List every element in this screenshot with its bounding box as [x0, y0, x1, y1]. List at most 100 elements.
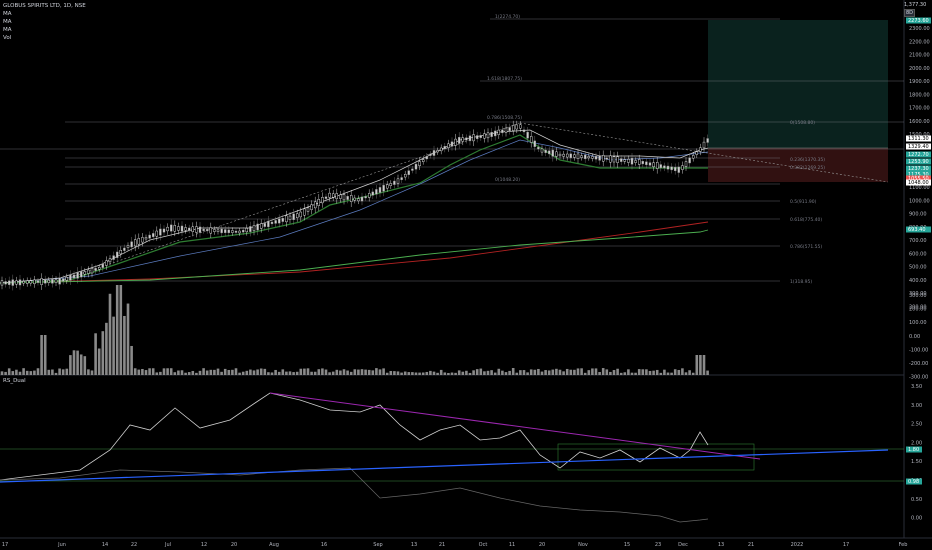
- symbol-title[interactable]: GLOBUS SPIRITS LTD, 1D, NSE: [3, 3, 86, 9]
- volume-bar: [400, 372, 403, 375]
- candle-body: [368, 193, 371, 198]
- candle-body: [270, 221, 274, 225]
- volume-bar: [468, 372, 472, 375]
- volume-bar: [15, 369, 18, 375]
- volume-bar: [213, 369, 216, 375]
- price-badge: 2273.60: [908, 18, 929, 24]
- price-tick: 1100.00: [909, 185, 930, 191]
- volume-bar: [277, 371, 281, 375]
- candle-body: [324, 196, 328, 199]
- candle-body: [303, 208, 306, 216]
- candle-body: [241, 229, 245, 233]
- candle-body: [97, 267, 101, 270]
- indicator-vol[interactable]: Vol: [3, 35, 12, 41]
- candle-body: [476, 135, 479, 139]
- volume-bar: [238, 372, 241, 375]
- volume-bar: [652, 370, 655, 375]
- volume-bar: [418, 372, 421, 375]
- volume-bar: [367, 369, 371, 375]
- candle-body: [573, 154, 576, 158]
- volume-bar: [40, 335, 43, 375]
- volume-bar: [349, 371, 353, 375]
- volume-bar: [407, 372, 411, 375]
- x-tick: Jul: [164, 542, 171, 548]
- volume-bar: [443, 372, 447, 375]
- volume-bar: [655, 369, 659, 375]
- candle-body: [281, 217, 284, 222]
- candle-body: [202, 228, 205, 231]
- candle-body: [677, 166, 680, 173]
- candle-body: [533, 140, 536, 147]
- candle-body: [130, 241, 133, 248]
- candle-body: [656, 162, 659, 169]
- candle-body: [548, 150, 551, 155]
- volume-bar: [375, 368, 378, 375]
- volume-bar: [285, 371, 288, 375]
- volume-bar: [357, 369, 360, 375]
- candle-body: [404, 174, 407, 178]
- volume-bar: [209, 369, 213, 375]
- candle-body: [256, 223, 259, 231]
- volume-bar: [396, 371, 400, 375]
- volume-bar: [18, 371, 22, 375]
- rsi-legend[interactable]: RS_Dual: [3, 378, 26, 384]
- price-badge-bg: [906, 179, 931, 186]
- candle-body: [695, 151, 698, 155]
- candle-body: [180, 225, 184, 232]
- volume-bar: [259, 368, 263, 375]
- volume-bar: [637, 369, 641, 375]
- candle-body: [11, 279, 15, 286]
- indicator-ma-3[interactable]: MA: [3, 27, 12, 33]
- target-zone: [708, 20, 888, 148]
- candle-body: [245, 228, 249, 233]
- volume-bar: [436, 372, 439, 375]
- x-tick: 13: [718, 542, 724, 548]
- candle-body: [389, 183, 392, 186]
- indicator-ma-1[interactable]: MA: [3, 11, 12, 17]
- candle-body: [630, 157, 634, 165]
- volume-bar: [472, 370, 475, 375]
- volume-bar: [551, 369, 555, 375]
- volume-bar: [612, 370, 616, 375]
- candle-body: [40, 278, 43, 285]
- candle-body: [51, 278, 54, 284]
- price-tick: 500.00: [909, 265, 927, 271]
- price-tick: 700.00: [909, 238, 927, 244]
- x-tick: Feb: [899, 542, 908, 548]
- volume-bar: [508, 370, 511, 375]
- x-tick: 22: [131, 542, 137, 548]
- indicator-ma-2[interactable]: MA: [3, 19, 12, 25]
- candle-body: [220, 228, 223, 234]
- rsi-line-2: [0, 467, 709, 523]
- candle-body: [209, 227, 213, 234]
- price-tick: 900.00: [909, 212, 927, 218]
- fib-label: 1(318.95): [790, 279, 812, 285]
- volume-bar: [241, 371, 245, 375]
- volume-bar: [537, 368, 540, 375]
- candle-body: [375, 189, 378, 195]
- rsi-trend-purple: [269, 392, 761, 460]
- candle-body: [90, 268, 94, 274]
- x-tick: Dec: [678, 542, 688, 548]
- candle-body: [87, 269, 90, 274]
- volume-bar: [101, 331, 105, 375]
- candle-body: [177, 226, 180, 231]
- volume-bar: [184, 372, 187, 375]
- candle-body: [634, 160, 637, 163]
- volume-bar: [511, 368, 515, 375]
- candle-body: [684, 161, 688, 167]
- candle-body: [479, 135, 482, 138]
- rsi-tick: 1.50: [911, 459, 922, 465]
- candle-body: [198, 226, 202, 233]
- price-tick: 600.00: [909, 251, 927, 257]
- volume-bar: [533, 369, 537, 375]
- volume-bar: [36, 368, 40, 375]
- candle-body: [540, 148, 544, 153]
- volume-bar: [706, 370, 709, 375]
- candle-body: [342, 194, 346, 201]
- vol-tick: 100.00: [909, 320, 927, 326]
- candle-body: [454, 138, 457, 146]
- volume-bar: [465, 370, 468, 375]
- volume-bar: [677, 369, 681, 375]
